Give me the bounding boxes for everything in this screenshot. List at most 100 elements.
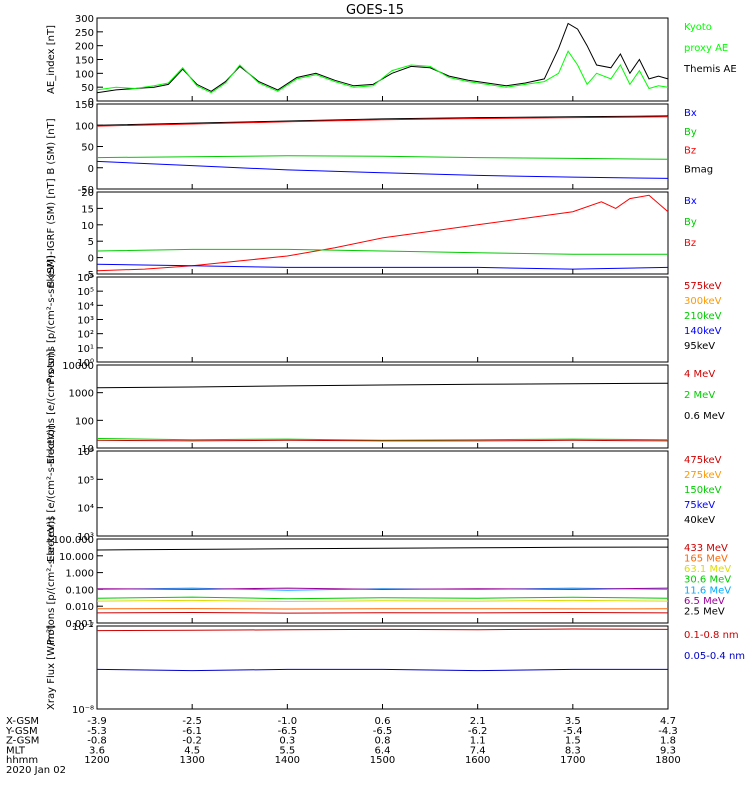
legend-entry: proxy AE xyxy=(684,43,728,54)
y-tick-label: 10000 xyxy=(62,361,94,372)
legend-entry: 165 MeV xyxy=(684,554,728,565)
series-63-1-mev xyxy=(97,600,668,601)
y-tick-label: 300 xyxy=(75,14,94,25)
panel-frame xyxy=(97,451,668,536)
y-tick-label: 100 xyxy=(75,416,94,427)
series-433-mev xyxy=(97,613,668,614)
y-tick-label: 10² xyxy=(77,330,94,341)
series-2-5-mev xyxy=(97,547,668,550)
panel-frame xyxy=(97,626,668,709)
legend-entry: 2.5 MeV xyxy=(684,606,725,617)
legend-entry: Bmag xyxy=(684,164,713,175)
y-tick-label: 0.100 xyxy=(65,585,94,596)
y-tick-label: 10 xyxy=(81,221,94,232)
ephemeris-value: 1700 xyxy=(560,755,585,766)
series-0-05-0-4-nm xyxy=(97,669,668,670)
legend-entry: 40keV xyxy=(684,515,715,526)
series-0-6-mev xyxy=(97,383,668,388)
panel-8: 10⁻⁸ 10⁻⁷ Xray Flux [W/m²] 0.1-0.8 nm 0.05-0… xyxy=(46,622,745,716)
y-axis-label: Xray Flux [W/m²] xyxy=(46,625,57,710)
y-tick-label: 10⁵ xyxy=(77,475,94,486)
y-tick-label: 150 xyxy=(75,100,94,111)
legend-entry: 300keV xyxy=(684,296,722,307)
y-tick-label: 10⁵ xyxy=(77,287,94,298)
legend-entry: 0.05-0.4 nm xyxy=(684,651,745,662)
series-by xyxy=(97,156,668,160)
y-tick-label: 10⁴ xyxy=(77,301,94,312)
series-bx xyxy=(97,161,668,178)
y-axis-label: B (SM) [nT] xyxy=(46,118,57,174)
y-tick-label: 100 xyxy=(75,121,94,132)
legend-entry: Bz xyxy=(684,146,696,157)
y-tick-label: 0.010 xyxy=(65,602,94,613)
legend-entry: 575keV xyxy=(684,281,722,292)
panel-frame xyxy=(97,365,668,448)
legend-entry: By xyxy=(684,127,697,138)
ephemeris-value: 1800 xyxy=(655,755,680,766)
series-bz xyxy=(97,195,668,270)
legend-entry: 30.6 MeV xyxy=(684,575,731,586)
legend-entry: 0.6 MeV xyxy=(684,411,725,422)
date-label: 2020 Jan 02 xyxy=(6,765,66,776)
ephemeris-value: 1400 xyxy=(275,755,300,766)
y-tick-label: 10¹ xyxy=(77,344,94,355)
y-tick-label: 10⁻⁸ xyxy=(72,705,94,716)
legend-entry: By xyxy=(684,217,697,228)
legend-entry: 4 MeV xyxy=(684,369,715,380)
series-kyoto-proxy-ae xyxy=(97,51,668,92)
y-tick-label: 150 xyxy=(75,56,94,67)
ephemeris-value: 1200 xyxy=(84,755,109,766)
y-tick-label: 10⁻⁷ xyxy=(72,622,94,633)
y-tick-label: 50 xyxy=(81,143,94,154)
legend-entry: Kyoto xyxy=(684,22,712,33)
y-tick-label: 0 xyxy=(88,164,94,175)
y-tick-label: 1.000 xyxy=(65,569,94,580)
legend-entry: 140keV xyxy=(684,326,722,337)
legend-entry: 0.1-0.8 nm xyxy=(684,630,739,641)
legend-entry: Bx xyxy=(684,108,697,119)
y-tick-label: 50 xyxy=(81,83,94,94)
legend-entry: Themis AE xyxy=(683,64,737,75)
y-tick-label: 200 xyxy=(75,42,94,53)
y-tick-label: 10.000 xyxy=(59,552,94,563)
legend-entry: 75keV xyxy=(684,500,715,511)
chart-title: GOES-15 xyxy=(346,3,404,18)
ephemeris-value: 1500 xyxy=(370,755,395,766)
legend-entry: 11.6 MeV xyxy=(684,585,731,596)
legend-entry: 150keV xyxy=(684,485,722,496)
legend-entry: 6.5 MeV xyxy=(684,596,725,607)
series-bz xyxy=(97,117,668,126)
y-tick-label: 20 xyxy=(81,188,94,199)
legend-entry: 210keV xyxy=(684,311,722,322)
y-tick-label: 250 xyxy=(75,28,94,39)
y-tick-label: 10⁴ xyxy=(77,504,94,515)
y-tick-label: 10⁶ xyxy=(77,273,94,284)
series-30-6-mev xyxy=(97,597,668,599)
series-0-1-0-8-nm xyxy=(97,629,668,631)
y-tick-label: 10³ xyxy=(77,316,94,327)
panel-frame xyxy=(97,192,668,274)
y-tick-label: 100.000 xyxy=(53,535,94,546)
y-tick-label: 1000 xyxy=(69,389,94,400)
legend-entry: 475keV xyxy=(684,455,722,466)
ephemeris-value: 1600 xyxy=(465,755,490,766)
y-tick-label: 0 xyxy=(88,254,94,265)
legend-entry: Bx xyxy=(684,196,697,207)
panel-frame xyxy=(97,277,668,362)
ephemeris-value: 1300 xyxy=(179,755,204,766)
legend-entry: Bz xyxy=(684,238,696,249)
legend-entry: 63.1 MeV xyxy=(684,564,731,575)
y-axis-label: AE_index [nT] xyxy=(46,25,57,94)
legend-entry: 433 MeV xyxy=(684,543,728,554)
panel-frame xyxy=(97,539,668,623)
y-tick-label: 5 xyxy=(88,237,94,248)
legend-entry: 2 MeV xyxy=(684,390,715,401)
